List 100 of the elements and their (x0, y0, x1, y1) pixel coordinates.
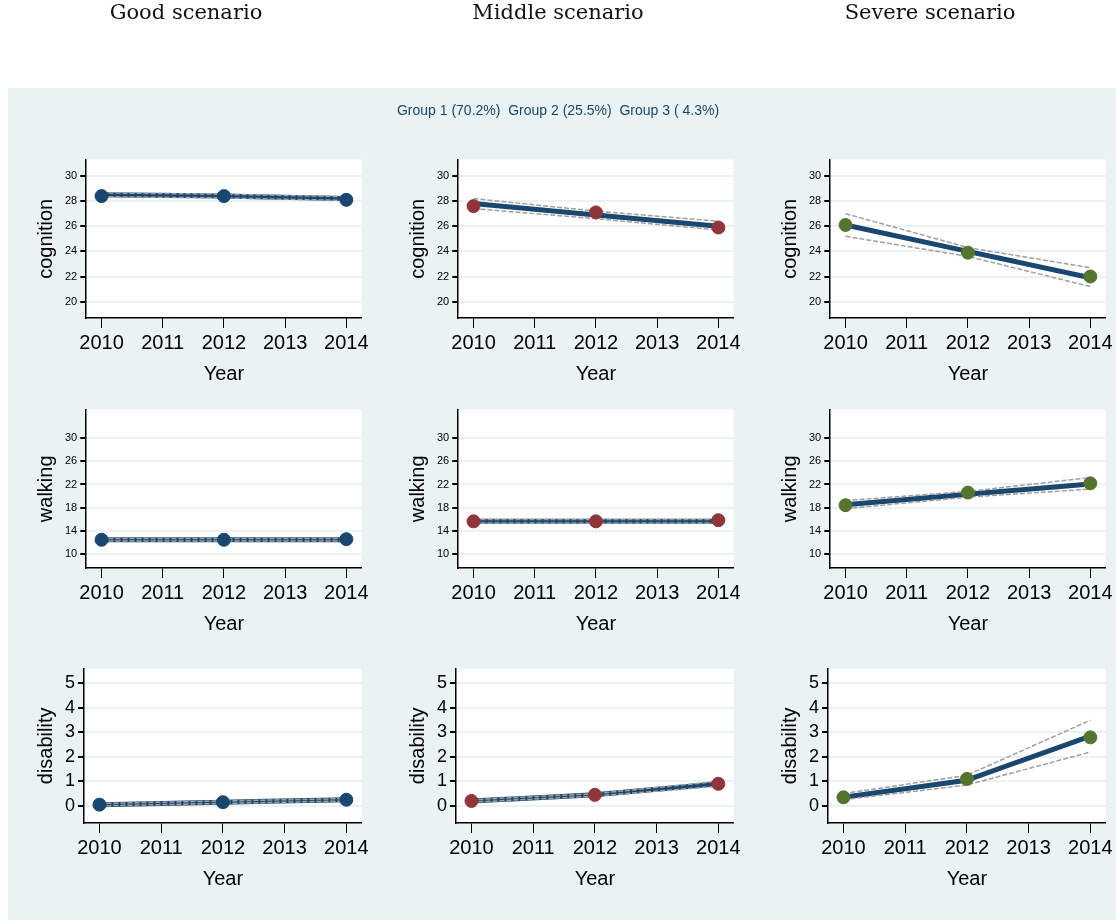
y-tick-label: 20 (808, 294, 822, 307)
x-tick-label: 2011 (513, 330, 557, 353)
x-axis-title: Year (947, 611, 989, 634)
chart-title: Good scenario (108, 0, 264, 24)
x-tick-label: 2012 (200, 835, 246, 858)
x-tick-label: 2013 (1006, 330, 1052, 353)
x-tick-label: 2012 (944, 835, 990, 858)
y-axis-title: cognition (405, 198, 428, 279)
x-tick-label: 2013 (634, 330, 680, 353)
y-tick-label: 30 (808, 431, 822, 444)
y-tick-label: 22 (436, 477, 450, 490)
x-tick-label: 2011 (139, 835, 183, 858)
x-tick-label: 2013 (262, 835, 307, 858)
x-tick-label: 2012 (201, 580, 247, 603)
y-tick-label: 20 (64, 294, 78, 307)
x-tick-label: 2011 (511, 835, 555, 858)
x-tick-label: 2010 (79, 580, 124, 603)
y-tick-label: 2 (437, 745, 448, 766)
y-tick-label: 18 (436, 500, 450, 513)
y-tick-label: 14 (808, 523, 822, 536)
x-tick-label: 2010 (79, 330, 124, 353)
y-tick-label: 4 (437, 696, 448, 717)
y-tick-label: 22 (808, 477, 822, 490)
y-tick-label: 30 (64, 168, 78, 181)
y-tick-label: 4 (65, 696, 76, 717)
x-axis-title: Year (575, 361, 617, 384)
y-tick-label: 18 (808, 500, 822, 513)
chart-title: Severe scenario (843, 0, 1017, 24)
x-tick-label: 2012 (945, 580, 991, 603)
x-tick-label: 2010 (449, 835, 494, 858)
y-tick-label: 1 (437, 770, 448, 791)
y-tick-label: 1 (65, 770, 76, 791)
y-tick-label: 28 (808, 194, 822, 207)
x-tick-label: 2010 (823, 580, 868, 603)
y-tick-label: 18 (64, 500, 78, 513)
x-tick-label: 2012 (573, 580, 619, 603)
x-tick-label: 2012 (572, 835, 618, 858)
y-axis-title: cognition (777, 198, 800, 279)
y-axis-title: disability (33, 707, 56, 785)
y-tick-label: 0 (437, 794, 448, 815)
y-tick-label: 22 (436, 269, 450, 282)
y-tick-label: 24 (64, 244, 78, 257)
x-tick-label: 2010 (821, 835, 866, 858)
y-tick-label: 26 (436, 454, 450, 467)
y-axis-title: walking (405, 455, 428, 524)
y-tick-label: 0 (809, 794, 820, 815)
y-tick-label: 10 (436, 546, 450, 559)
y-tick-label: 26 (64, 219, 78, 232)
y-tick-label: 28 (436, 194, 450, 207)
y-tick-label: 2 (809, 745, 820, 766)
y-tick-label: 30 (436, 168, 450, 181)
y-axis-title: disability (405, 707, 428, 785)
x-tick-label: 2013 (262, 330, 308, 353)
y-tick-label: 20 (436, 294, 450, 307)
x-tick-label: 2012 (201, 330, 247, 353)
y-tick-label: 22 (808, 269, 822, 282)
y-axis-title: cognition (33, 198, 56, 279)
y-tick-label: 22 (64, 269, 78, 282)
y-tick-label: 3 (65, 721, 76, 742)
y-tick-label: 24 (808, 244, 822, 257)
y-tick-label: 30 (808, 168, 822, 181)
y-tick-label: 0 (65, 794, 76, 815)
x-tick-label: 2014 (1068, 835, 1113, 858)
x-tick-label: 2011 (513, 580, 557, 603)
y-tick-label: 26 (64, 454, 78, 467)
x-tick-label: 2010 (823, 330, 868, 353)
y-axis-title: walking (33, 455, 56, 524)
y-tick-label: 2 (65, 745, 76, 766)
y-tick-label: 10 (64, 546, 78, 559)
y-tick-label: 30 (64, 431, 78, 444)
y-tick-label: 22 (64, 477, 78, 490)
y-tick-label: 24 (436, 244, 450, 257)
x-tick-label: 2014 (696, 580, 741, 603)
x-tick-label: 2013 (1006, 835, 1051, 858)
y-tick-label: 26 (808, 454, 822, 467)
x-tick-label: 2014 (696, 330, 741, 353)
y-axis-title: walking (777, 455, 800, 524)
x-tick-label: 2013 (634, 580, 680, 603)
x-tick-label: 2011 (141, 330, 185, 353)
x-tick-label: 2014 (1068, 580, 1113, 603)
x-tick-label: 2014 (324, 580, 369, 603)
x-tick-label: 2012 (573, 330, 619, 353)
x-axis-title: Year (947, 361, 989, 384)
y-tick-label: 26 (808, 219, 822, 232)
chart-title: Middle scenario (471, 0, 645, 24)
text: Group 1 (70.2%) Group 2 (25.5%) Group 3 ( 4.3%) (395, 102, 721, 118)
x-tick-label: 2013 (262, 580, 308, 603)
x-tick-label: 2014 (324, 330, 369, 353)
x-tick-label: 2010 (451, 580, 496, 603)
y-tick-label: 30 (436, 431, 450, 444)
y-tick-label: 26 (436, 219, 450, 232)
x-tick-label: 2012 (945, 330, 991, 353)
y-tick-label: 1 (809, 770, 820, 791)
x-axis-title: Year (575, 611, 617, 634)
y-tick-label: 14 (436, 523, 450, 536)
x-tick-label: 2011 (141, 580, 185, 603)
y-axis-title: disability (777, 707, 800, 785)
y-tick-label: 3 (809, 721, 820, 742)
y-tick-label: 14 (64, 523, 78, 536)
y-tick-label: 3 (437, 721, 448, 742)
